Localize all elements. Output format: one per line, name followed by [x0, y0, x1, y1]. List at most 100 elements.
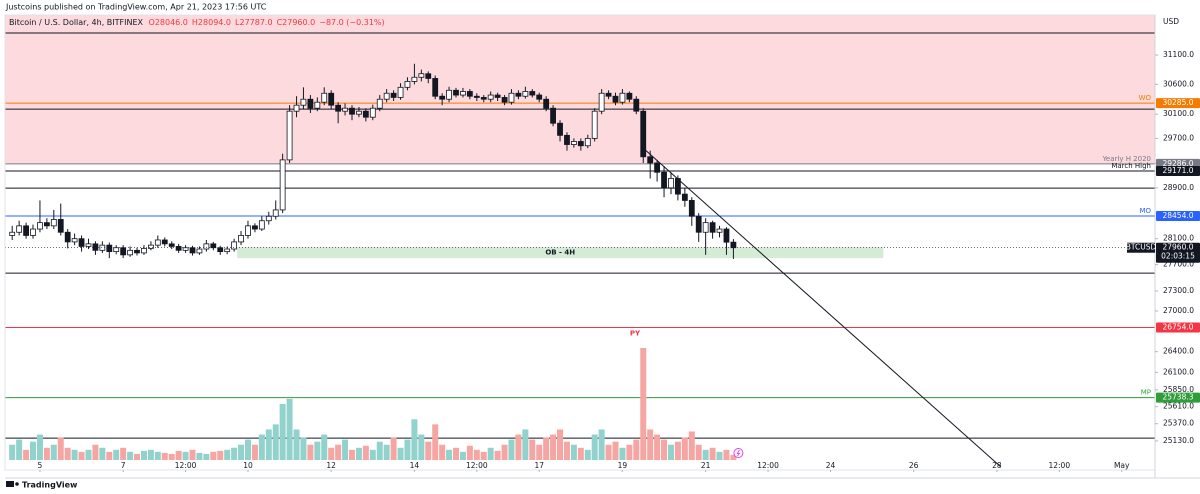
volume-bar — [501, 444, 508, 460]
volume-bar — [453, 447, 460, 460]
volume-bar — [314, 441, 321, 460]
candle-body — [654, 162, 660, 173]
volume-bar — [550, 434, 557, 460]
candle-body — [494, 94, 501, 98]
volume-bar — [265, 429, 272, 460]
candle-body — [668, 178, 674, 189]
candle-body — [376, 98, 383, 109]
candle-body — [695, 215, 702, 233]
candle-body — [293, 104, 300, 112]
candle-body — [57, 219, 64, 233]
volume-bar — [258, 434, 265, 460]
logo-mark — [6, 481, 14, 487]
volume-bar — [251, 444, 258, 460]
candle-body — [231, 241, 238, 250]
candle-body — [64, 231, 71, 243]
volume-bar — [647, 429, 654, 460]
volume-bar — [688, 431, 695, 460]
volume-bar — [667, 444, 674, 460]
volume-bar — [113, 449, 120, 460]
ohlc-value: C27960.0 — [277, 18, 316, 27]
y-tick-label: 28900.0 — [1163, 183, 1194, 192]
volume-bar — [64, 447, 71, 460]
y-tick-label: 30100.0 — [1163, 109, 1194, 118]
candle-body — [245, 225, 251, 236]
volume-bar — [78, 451, 85, 460]
candle-body — [23, 225, 29, 236]
volume-bar — [300, 437, 307, 460]
volume-bar — [626, 444, 633, 460]
resistance-zone — [5, 15, 1155, 164]
y-tick-label: 31100.0 — [1163, 50, 1194, 59]
volume-bar — [348, 449, 355, 460]
candle-body — [425, 73, 432, 79]
tradingview-logo — [6, 481, 19, 487]
candle-body — [460, 91, 466, 96]
candle-body — [515, 92, 522, 97]
volume-bar — [605, 444, 612, 460]
x-tick-label: 12 — [326, 461, 336, 470]
x-tick-label: 17 — [534, 461, 544, 470]
volume-bar — [404, 439, 411, 460]
volume-bar — [411, 419, 418, 460]
volume-bar — [695, 444, 702, 460]
volume-bar — [168, 453, 175, 460]
volume-bar — [203, 453, 210, 460]
x-tick-label: 24 — [826, 461, 836, 470]
candle-body — [168, 243, 175, 247]
candle-body — [279, 159, 286, 211]
level-name: MO — [1139, 207, 1151, 215]
volume-bar — [210, 451, 217, 460]
volume-bar — [376, 441, 383, 460]
y-tick-label: 26100.0 — [1163, 367, 1194, 376]
volume-bar — [175, 450, 182, 460]
x-tick-label: May — [1114, 461, 1130, 470]
candle-body — [446, 89, 452, 100]
volume-bar — [279, 404, 286, 460]
candle-body — [224, 248, 231, 253]
volume-bar — [196, 452, 203, 460]
volume-bar — [106, 451, 113, 460]
level-name: PY — [630, 330, 641, 338]
price-tag — [1156, 392, 1200, 403]
candle-body — [612, 95, 619, 103]
price-tag — [1156, 165, 1200, 176]
candle-body — [141, 247, 147, 254]
candle-body — [85, 243, 92, 247]
volume-bar — [529, 439, 536, 460]
y-tick-label: 27000.0 — [1163, 306, 1194, 315]
candle-body — [328, 92, 335, 106]
y-tick-label: 27700.0 — [1163, 260, 1194, 269]
candle-body — [196, 248, 203, 254]
y-tick-label: 25370.0 — [1163, 419, 1194, 428]
volume-bar — [30, 441, 37, 460]
price-tag — [1156, 211, 1200, 222]
candle-body — [453, 89, 459, 96]
candle-body — [432, 78, 439, 97]
ohlc-value: −87.0 (−0.31%) — [319, 18, 384, 27]
candle-body — [43, 222, 50, 227]
volume-bar — [577, 447, 584, 460]
volume-bar — [480, 451, 487, 460]
y-tick-label: 25850.0 — [1163, 385, 1194, 394]
x-tick-label: 26 — [909, 461, 919, 470]
x-tick-label: 12:00 — [175, 461, 197, 470]
candle-body — [50, 219, 57, 227]
candle-body — [536, 94, 543, 100]
volume-bar — [591, 434, 598, 460]
candle-body — [661, 171, 667, 189]
volume-bar — [466, 445, 473, 460]
volume-bar — [446, 449, 453, 460]
volume-bar — [369, 449, 376, 460]
volume-bar — [321, 434, 328, 460]
volume-bar — [459, 451, 466, 460]
price-tag-label: 29286.0 — [1162, 159, 1193, 168]
y-tick-label: 30600.0 — [1163, 79, 1194, 88]
x-tick-label: 10 — [243, 461, 253, 470]
volume-bar — [217, 450, 224, 460]
candle-body — [550, 107, 556, 124]
alert-icon — [733, 448, 744, 458]
candle-body — [418, 73, 425, 78]
symbol-header: Bitcoin / U.S. Dollar, 4h, BITFINEX O2804… — [9, 18, 385, 27]
